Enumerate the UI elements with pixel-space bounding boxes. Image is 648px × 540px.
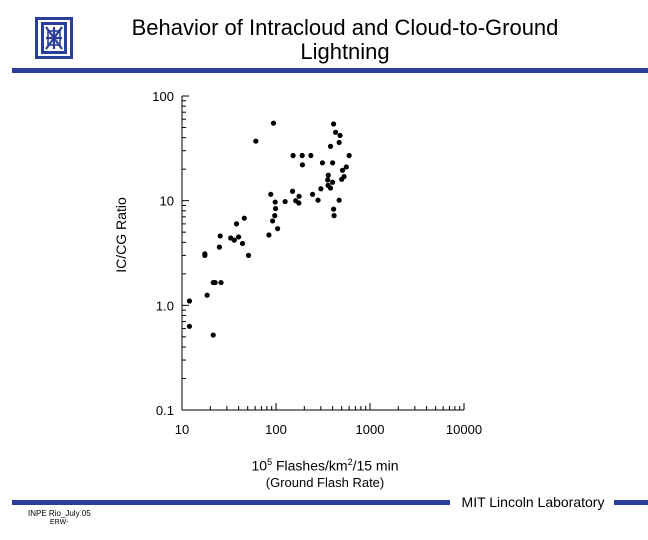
tick-labels: 10 100 1000 10000 0.1 1.0 10 100 bbox=[152, 89, 482, 437]
data-point bbox=[186, 323, 193, 329]
data-point bbox=[331, 206, 337, 212]
data-point bbox=[218, 279, 224, 286]
data-point bbox=[202, 251, 208, 257]
data-point bbox=[216, 244, 223, 250]
y-tick-label: 0.1 bbox=[156, 403, 174, 418]
y-tick-label: 10 bbox=[160, 194, 174, 209]
data-point bbox=[266, 232, 272, 238]
data-point bbox=[217, 233, 223, 239]
data-point bbox=[315, 197, 321, 203]
data-point bbox=[272, 205, 279, 212]
data-point bbox=[325, 172, 331, 178]
footer-rule-end bbox=[614, 500, 648, 505]
y-tick-label: 100 bbox=[152, 89, 174, 104]
data-point bbox=[337, 132, 343, 139]
data-point bbox=[204, 292, 210, 298]
data-point bbox=[239, 240, 246, 247]
data-points bbox=[186, 120, 352, 338]
data-point bbox=[336, 197, 342, 203]
data-point bbox=[329, 160, 336, 166]
data-point bbox=[341, 173, 347, 180]
data-point bbox=[269, 218, 276, 224]
data-point bbox=[290, 152, 296, 159]
x-tick-label: 10000 bbox=[446, 422, 482, 437]
y-tick-label: 1.0 bbox=[156, 298, 174, 313]
data-point bbox=[327, 143, 334, 149]
plot-frame bbox=[181, 96, 464, 411]
data-point bbox=[331, 212, 337, 219]
data-point bbox=[296, 200, 302, 206]
data-point bbox=[282, 198, 288, 205]
data-point bbox=[233, 221, 240, 227]
data-point bbox=[268, 191, 274, 197]
title-line-2: Lightning bbox=[300, 39, 390, 64]
data-point bbox=[272, 199, 278, 205]
data-point bbox=[332, 129, 339, 135]
data-point bbox=[253, 138, 259, 144]
data-point bbox=[231, 237, 237, 243]
data-point bbox=[325, 177, 331, 183]
author-initials: ERW- bbox=[50, 519, 69, 526]
x-axis-label: 105 Flashes/km2/15 min bbox=[251, 457, 399, 474]
x-axis-sublabel: (Ground Flash Rate) bbox=[265, 475, 385, 490]
lab-name: MIT Lincoln Laboratory bbox=[461, 494, 605, 510]
footer-rule bbox=[12, 500, 450, 505]
title-line-1: Behavior of Intracloud and Cloud-to-Grou… bbox=[131, 15, 559, 40]
data-point bbox=[212, 279, 218, 286]
title-rule bbox=[12, 68, 648, 73]
data-point bbox=[289, 188, 296, 194]
data-point bbox=[275, 226, 281, 232]
data-point bbox=[299, 152, 305, 159]
lab-crest-icon bbox=[35, 17, 73, 59]
data-point bbox=[308, 152, 314, 159]
data-point bbox=[339, 167, 346, 173]
data-point bbox=[186, 298, 193, 304]
page-title: Behavior of Intracloud and Cloud-to-Grou… bbox=[90, 16, 600, 64]
data-point bbox=[299, 162, 306, 168]
data-point bbox=[235, 234, 242, 240]
x-tick-label: 100 bbox=[265, 422, 287, 437]
event-label: INPE Rio_July 05 bbox=[28, 509, 91, 518]
x-axis-label-superscript: 5 bbox=[267, 457, 273, 467]
data-point bbox=[329, 179, 336, 185]
y-axis-label-container: IC/CG Ratio bbox=[105, 160, 137, 310]
data-point bbox=[210, 332, 216, 338]
data-point bbox=[327, 185, 334, 191]
data-point bbox=[336, 139, 342, 146]
axis-ticks bbox=[181, 95, 465, 411]
data-point bbox=[346, 152, 352, 159]
data-point bbox=[245, 252, 252, 258]
data-point bbox=[241, 215, 247, 221]
data-point bbox=[296, 193, 302, 199]
x-tick-label: 10 bbox=[175, 422, 189, 437]
x-axis-label-superscript: 2 bbox=[347, 457, 353, 467]
data-point bbox=[309, 191, 316, 197]
y-axis-label: IC/CG Ratio bbox=[113, 197, 129, 273]
data-point bbox=[272, 212, 278, 219]
data-point bbox=[319, 160, 326, 166]
x-tick-label: 1000 bbox=[356, 422, 385, 437]
data-point bbox=[331, 121, 337, 127]
data-point bbox=[343, 164, 349, 170]
data-point bbox=[318, 186, 324, 192]
data-point bbox=[270, 120, 277, 126]
